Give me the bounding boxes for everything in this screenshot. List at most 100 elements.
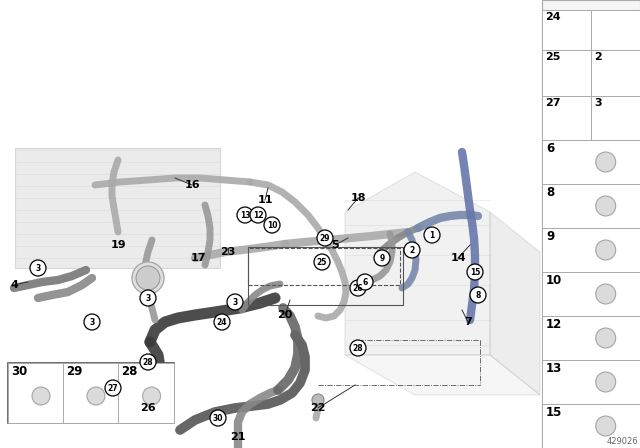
Text: 15: 15 [470, 267, 480, 276]
Text: 10: 10 [267, 220, 277, 229]
Text: 3: 3 [35, 263, 40, 272]
Text: 4: 4 [10, 280, 18, 290]
Text: 3: 3 [90, 318, 95, 327]
Circle shape [314, 254, 330, 270]
Circle shape [596, 152, 616, 172]
Circle shape [227, 294, 243, 310]
Circle shape [105, 380, 121, 396]
Text: 17: 17 [190, 253, 205, 263]
Text: 21: 21 [230, 432, 246, 442]
Text: 2: 2 [410, 246, 415, 254]
Bar [248, 247, 403, 305]
Circle shape [374, 250, 390, 266]
Bar [63, 363, 118, 423]
Polygon shape [490, 212, 540, 395]
Circle shape [350, 340, 366, 356]
Text: 15: 15 [546, 406, 563, 419]
Circle shape [596, 284, 616, 304]
Text: 5: 5 [331, 240, 339, 250]
Bar [118, 363, 174, 423]
Text: 3: 3 [145, 293, 150, 302]
Text: 25: 25 [545, 52, 561, 62]
Text: 18: 18 [350, 193, 365, 203]
Text: 24: 24 [217, 318, 227, 327]
Circle shape [467, 264, 483, 280]
Text: 7: 7 [464, 317, 472, 327]
Polygon shape [345, 172, 490, 355]
Circle shape [317, 230, 333, 246]
Text: 29: 29 [320, 233, 330, 242]
Bar [591, 50, 640, 96]
Circle shape [140, 354, 156, 370]
Circle shape [250, 207, 266, 223]
Circle shape [132, 262, 164, 294]
Text: 26: 26 [353, 284, 364, 293]
Bar [542, 228, 640, 272]
Text: 16: 16 [184, 180, 200, 190]
Text: 13: 13 [546, 362, 563, 375]
Bar [542, 316, 640, 360]
Bar [542, 184, 640, 228]
Circle shape [312, 394, 324, 406]
Circle shape [357, 274, 373, 290]
Bar [8, 363, 174, 423]
Text: 6: 6 [362, 277, 367, 287]
Text: 12: 12 [253, 211, 263, 220]
Text: 27: 27 [108, 383, 118, 392]
Bar [542, 0, 640, 448]
Circle shape [264, 217, 280, 233]
Circle shape [237, 207, 253, 223]
Text: 11: 11 [257, 195, 273, 205]
Bar [542, 50, 591, 96]
Text: 30: 30 [212, 414, 223, 422]
Polygon shape [15, 148, 220, 268]
Circle shape [143, 387, 161, 405]
Circle shape [424, 227, 440, 243]
Bar [542, 404, 640, 448]
Bar [248, 248, 400, 285]
Circle shape [210, 410, 226, 426]
Text: 29: 29 [66, 365, 83, 378]
Text: 13: 13 [240, 211, 250, 220]
Text: 8: 8 [476, 290, 481, 300]
Polygon shape [345, 355, 540, 395]
Circle shape [32, 387, 50, 405]
Text: 3: 3 [232, 297, 237, 306]
Bar [542, 360, 640, 404]
Text: 28: 28 [121, 365, 138, 378]
Text: 14: 14 [450, 253, 466, 263]
Circle shape [30, 260, 46, 276]
Text: 19: 19 [110, 240, 126, 250]
Text: 24: 24 [545, 12, 561, 22]
Text: 10: 10 [546, 274, 563, 287]
Bar [591, 10, 640, 50]
Bar [542, 272, 640, 316]
Circle shape [87, 387, 105, 405]
Text: 27: 27 [545, 98, 561, 108]
Text: 28: 28 [143, 358, 154, 366]
Bar [591, 96, 640, 140]
Circle shape [84, 314, 100, 330]
Text: 12: 12 [546, 318, 563, 331]
Bar [542, 96, 591, 140]
Text: 2: 2 [594, 52, 602, 62]
Bar [8, 363, 63, 423]
Circle shape [136, 266, 160, 290]
Circle shape [350, 280, 366, 296]
Text: 20: 20 [277, 310, 292, 320]
Text: 9: 9 [546, 230, 554, 243]
Circle shape [214, 314, 230, 330]
Text: 1: 1 [429, 231, 435, 240]
Bar [542, 10, 591, 50]
Circle shape [596, 416, 616, 436]
Bar [542, 140, 640, 184]
Text: 6: 6 [546, 142, 554, 155]
Text: 8: 8 [546, 186, 554, 199]
Text: 9: 9 [380, 254, 385, 263]
Text: 28: 28 [353, 344, 364, 353]
Circle shape [596, 240, 616, 260]
Circle shape [596, 372, 616, 392]
Text: 26: 26 [140, 403, 156, 413]
Text: 22: 22 [310, 403, 326, 413]
Text: 429026: 429026 [606, 437, 638, 446]
